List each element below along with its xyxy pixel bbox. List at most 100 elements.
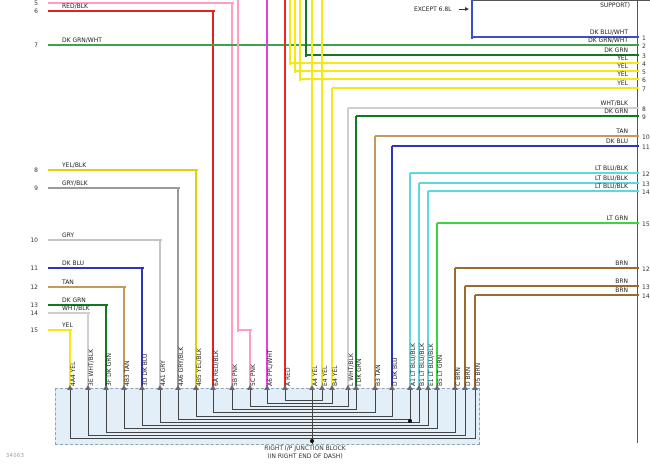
cavity-label: D BRN <box>465 366 472 386</box>
right-pin-number: 14 <box>642 293 650 300</box>
wire-entry-arrow-icon <box>389 385 395 390</box>
wire-dkgrn <box>48 304 108 306</box>
left-wire-color-label: DK BLU <box>62 260 85 267</box>
bus-rail <box>106 431 456 433</box>
right-pin-number: 6 <box>642 77 646 84</box>
wire-tan <box>374 136 376 390</box>
wire-brn <box>464 286 466 390</box>
left-wire-color-label: GRY/BLK <box>62 180 88 187</box>
wire-dkbluwht <box>471 0 473 39</box>
wire-whtblk <box>87 313 89 390</box>
wire-pnk <box>48 2 234 4</box>
wire-dkblu <box>141 268 143 390</box>
wire-entry-arrow-icon <box>452 385 458 390</box>
bus-stub <box>428 390 429 427</box>
except-arrow-icon <box>465 7 469 11</box>
wire-entry-arrow-icon <box>353 385 359 390</box>
left-wire-color-label: RED/BLK <box>62 3 88 10</box>
wire-whtblk <box>348 107 639 109</box>
cavity-label: C BRN <box>455 367 462 386</box>
left-wire-color-label: DK GRN/WHT <box>62 37 102 44</box>
bus-rail <box>124 428 438 430</box>
bus-stub <box>250 390 251 407</box>
wire-brn <box>475 294 639 296</box>
cavity-label: 3D DK BLU <box>142 353 149 386</box>
wire-brn <box>454 268 456 390</box>
bus-stub <box>322 390 323 401</box>
wire-entry-arrow-icon <box>434 385 440 390</box>
wire-ltblublk <box>419 182 639 184</box>
bus-rail <box>196 415 393 417</box>
right-pin-number: 11 <box>642 144 650 151</box>
left-wire-color-label: YEL <box>62 322 73 329</box>
cavity-label: 6A RED/BLK <box>213 350 220 386</box>
caption-line-1: RIGHT I/P JUNCTION BLOCK <box>264 445 346 452</box>
wire-redblk <box>48 10 215 12</box>
wire-brn <box>465 285 639 287</box>
cavity-label: I DK GRN <box>356 358 363 386</box>
wire-pnk <box>238 329 252 331</box>
right-wire-color-label: WHT/BLK <box>600 100 628 107</box>
wire-whtblk <box>48 312 90 314</box>
wire-yel <box>300 78 639 80</box>
right-pin-number: 12 <box>642 171 650 178</box>
wire-entry-arrow-icon <box>319 385 325 390</box>
wire-dkgrn <box>306 54 639 56</box>
wire-ltblublk <box>428 190 639 192</box>
right-wire-color-label: BRN <box>615 278 628 285</box>
wire-gry <box>48 239 162 241</box>
bus-rail <box>160 422 420 423</box>
wire-entry-arrow-icon <box>264 385 270 390</box>
bus-stub <box>410 390 411 420</box>
bus-stub <box>312 390 313 444</box>
right-wire-color-label: DK GRN <box>604 47 628 54</box>
wire-brn <box>455 267 639 269</box>
right-wire-color-label: TAN <box>616 128 628 135</box>
bus-rail <box>213 412 376 414</box>
right-pin-number: 14 <box>642 189 650 196</box>
bus-stub <box>475 390 476 439</box>
wire-entry-arrow-icon <box>282 385 288 390</box>
wire-entry-arrow-icon <box>425 385 431 390</box>
wire-dkgrn <box>305 0 307 57</box>
wire-pnk <box>237 0 239 332</box>
right-pin-number: 1 <box>642 35 646 42</box>
left-wire-color-label: YEL/BLK <box>62 162 87 169</box>
bus-stub <box>375 390 376 414</box>
wire-ltgrn <box>437 222 639 224</box>
bus-rail <box>178 418 411 420</box>
left-pin-number: 13 <box>30 302 38 309</box>
bus-stub <box>160 390 161 423</box>
wire-yel <box>311 0 313 390</box>
wire-yel <box>290 62 639 64</box>
left-pin-number: 14 <box>30 310 38 317</box>
cavity-label: A4 YEL <box>312 365 319 386</box>
cavity-label: 4A6 GRY/BLK <box>178 346 185 386</box>
wire-redblk <box>212 11 214 390</box>
wire-yel <box>332 87 639 89</box>
right-wire-color-label: DK GRN <box>604 108 628 115</box>
cavity-label: D DK BLU <box>392 357 399 386</box>
bus-rail <box>250 406 349 407</box>
right-wire-color-label: DK GRN/WHT <box>588 37 628 44</box>
bus-rail <box>232 409 357 411</box>
wire-yelblk <box>48 169 198 171</box>
wire-entry-arrow-icon <box>157 385 163 390</box>
wire-entry-arrow-icon <box>472 385 478 390</box>
right-wire-color-label: LT BLU/BLK <box>594 183 628 190</box>
right-wire-color-label: LT GRN <box>606 215 628 222</box>
right-wire-color-label: YEL <box>617 80 628 87</box>
right-wire-color-label: YEL <box>617 71 628 78</box>
cavity-label: A6 PPL/WHT <box>267 349 274 386</box>
right-wire-color-label: DK BLU <box>605 138 628 145</box>
wire-dkgrn <box>356 115 639 117</box>
right-pin-number: 15 <box>642 221 650 228</box>
wire-entry-arrow-icon <box>210 385 216 390</box>
wire-entry-arrow-icon <box>329 385 335 390</box>
bus-stub <box>332 390 333 404</box>
junction-dot <box>310 439 314 443</box>
wire-dkgrn <box>355 116 357 390</box>
right-pin-number: 13 <box>642 284 650 291</box>
wire-entry-arrow-icon <box>67 385 73 390</box>
right-pin-number: 10 <box>642 134 650 141</box>
